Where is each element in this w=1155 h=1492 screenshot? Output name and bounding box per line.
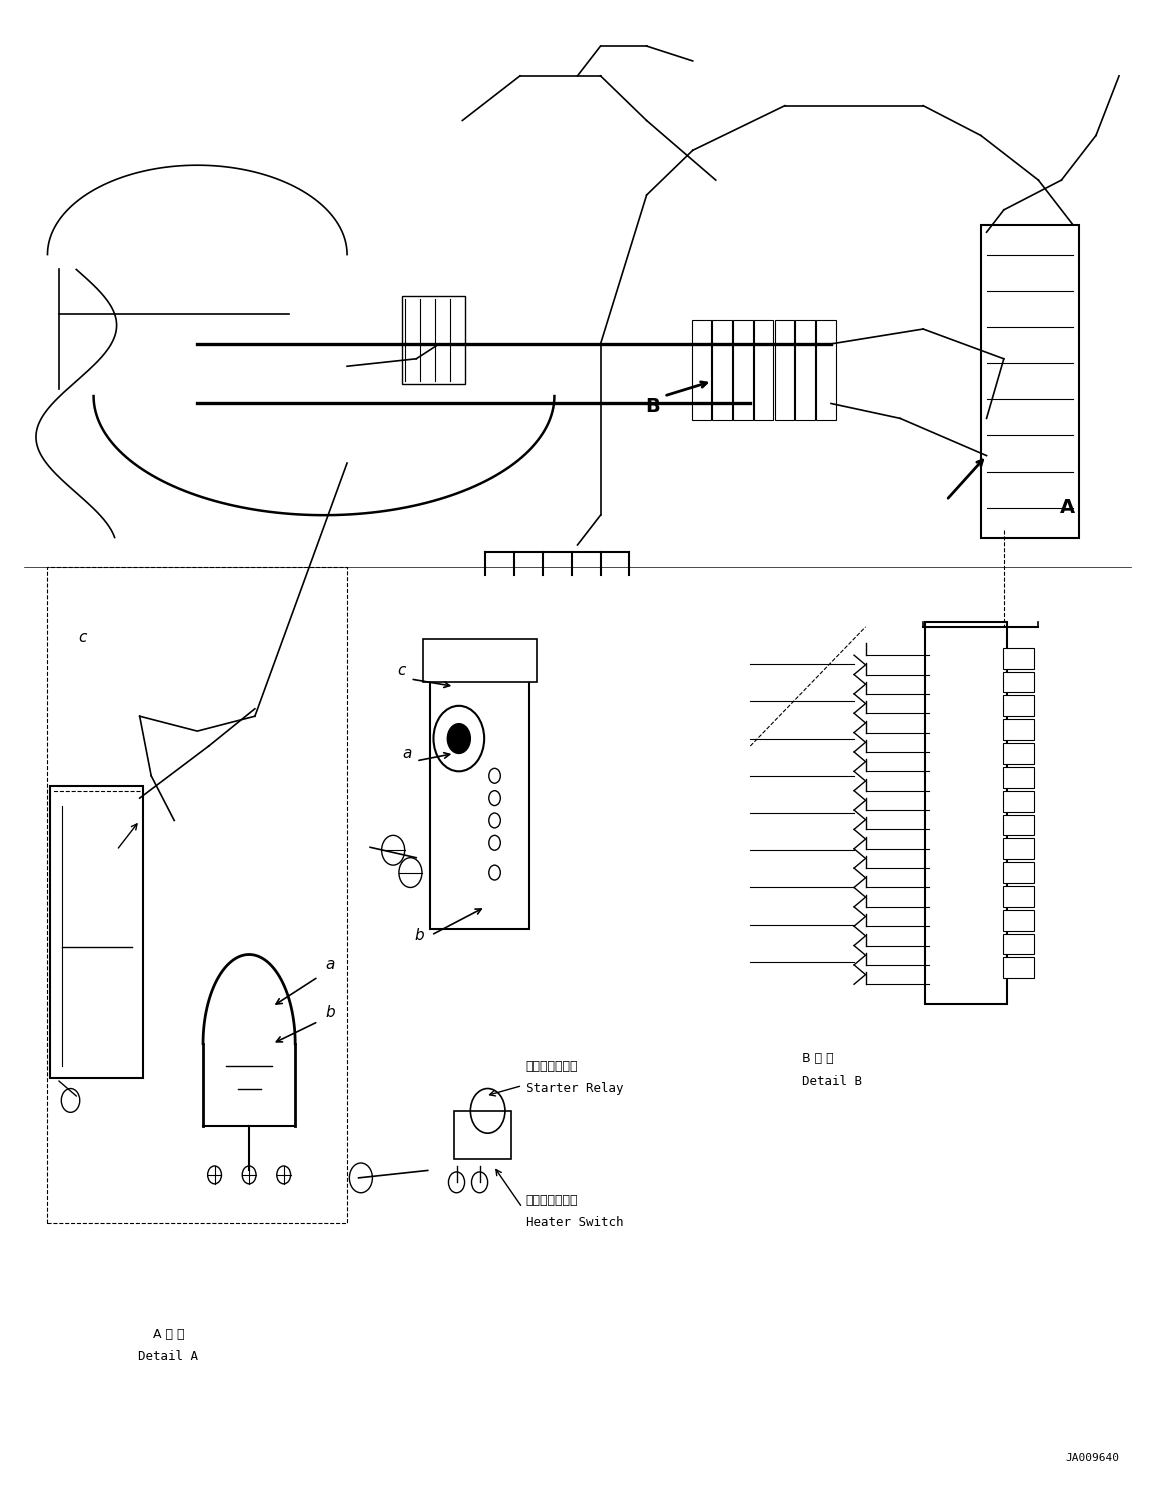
FancyBboxPatch shape	[402, 297, 464, 383]
Text: Heater Switch: Heater Switch	[526, 1216, 624, 1229]
FancyBboxPatch shape	[1003, 910, 1034, 931]
FancyBboxPatch shape	[754, 321, 774, 419]
Circle shape	[447, 724, 470, 753]
FancyBboxPatch shape	[1003, 862, 1034, 883]
FancyBboxPatch shape	[733, 321, 753, 419]
FancyBboxPatch shape	[430, 659, 529, 930]
Text: JA009640: JA009640	[1065, 1453, 1119, 1462]
Text: B 詳 細: B 詳 細	[803, 1052, 834, 1065]
FancyBboxPatch shape	[1003, 719, 1034, 740]
Text: A: A	[1059, 498, 1075, 518]
FancyBboxPatch shape	[1003, 958, 1034, 979]
FancyBboxPatch shape	[454, 1112, 511, 1158]
Text: Starter Relay: Starter Relay	[526, 1082, 624, 1095]
FancyBboxPatch shape	[796, 321, 815, 419]
Text: B: B	[644, 397, 660, 416]
Text: c: c	[397, 662, 405, 677]
FancyBboxPatch shape	[423, 639, 537, 682]
FancyBboxPatch shape	[1003, 695, 1034, 716]
FancyBboxPatch shape	[1003, 886, 1034, 907]
Text: b: b	[415, 928, 424, 943]
FancyBboxPatch shape	[925, 622, 1007, 1004]
Text: A 詳 細: A 詳 細	[152, 1328, 184, 1341]
FancyBboxPatch shape	[1003, 743, 1034, 764]
FancyBboxPatch shape	[817, 321, 835, 419]
Text: a: a	[402, 746, 411, 761]
FancyBboxPatch shape	[1003, 671, 1034, 692]
Text: a: a	[325, 958, 335, 973]
FancyBboxPatch shape	[50, 786, 143, 1079]
FancyBboxPatch shape	[1003, 767, 1034, 788]
FancyBboxPatch shape	[1003, 839, 1034, 859]
FancyBboxPatch shape	[692, 321, 711, 419]
Text: b: b	[325, 1006, 335, 1021]
Text: Detail B: Detail B	[803, 1074, 862, 1088]
FancyBboxPatch shape	[713, 321, 732, 419]
Text: スタータリレー: スタータリレー	[526, 1059, 579, 1073]
FancyBboxPatch shape	[1003, 934, 1034, 955]
FancyBboxPatch shape	[1003, 791, 1034, 812]
Text: ヒータスイッチ: ヒータスイッチ	[526, 1194, 579, 1207]
FancyBboxPatch shape	[775, 321, 795, 419]
Text: Detail A: Detail A	[139, 1350, 199, 1364]
Text: c: c	[77, 630, 87, 645]
FancyBboxPatch shape	[981, 225, 1079, 537]
FancyBboxPatch shape	[1003, 648, 1034, 668]
FancyBboxPatch shape	[1003, 815, 1034, 836]
